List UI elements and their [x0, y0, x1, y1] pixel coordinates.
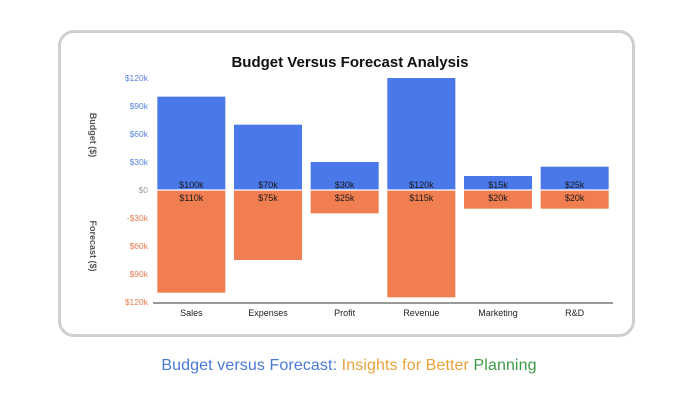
data-label-budget: $70k: [258, 180, 278, 190]
y-axis-label-forecast: Forecast ($): [88, 220, 98, 271]
bar-forecast-sales: [157, 190, 226, 293]
caption-part-3: Planning: [473, 357, 537, 374]
bar-forecast-expenses: [234, 190, 302, 260]
bar-budget-expenses: [234, 124, 302, 190]
bar-forecast-marketing: [464, 190, 532, 209]
bar-budget-rd: [540, 166, 609, 190]
bar-forecast-rd: [540, 190, 609, 209]
x-tick-label: Sales: [180, 308, 203, 318]
data-label-budget: $120k: [409, 180, 434, 190]
y-tick-label-budget: $60k: [130, 129, 149, 139]
bars-layer: $100k $110k $70k $75k $30k $25k $120k $115k $15k…: [157, 78, 609, 298]
y-tick-label-forecast: -$30k: [127, 213, 149, 223]
x-tick-label: Revenue: [403, 308, 439, 318]
bar-budget-marketing: [464, 176, 532, 190]
caption-part-2: Insights for Better: [341, 357, 474, 374]
bar-budget-profit: [310, 162, 379, 190]
y-tick-label-forecast: $90k: [130, 269, 149, 279]
y-tick-label-budget: $30k: [130, 157, 149, 167]
data-label-budget: $30k: [335, 180, 355, 190]
data-label-forecast: $75k: [258, 193, 278, 203]
y-tick-label-budget: $0: [139, 185, 149, 195]
bar-budget-sales: [157, 96, 226, 190]
data-label-budget: $25k: [565, 180, 585, 190]
data-label-forecast: $20k: [565, 193, 585, 203]
axes-layer: [153, 189, 613, 304]
data-label-forecast: $20k: [488, 193, 508, 203]
caption-part-1: Budget versus Forecast:: [161, 357, 342, 374]
data-label-forecast: $25k: [335, 193, 355, 203]
data-label-budget: $15k: [488, 180, 508, 190]
data-label-budget: $100k: [179, 180, 204, 190]
bar-forecast-revenue: [387, 190, 456, 298]
x-tick-label: Expenses: [248, 308, 288, 318]
chart-title: Budget Versus Forecast Analysis: [231, 54, 468, 71]
y-axis-labels: Budget ($) Forecast ($): [88, 113, 98, 272]
x-tick-label: Marketing: [478, 308, 518, 318]
y-axis-label-budget: Budget ($): [88, 113, 98, 158]
y-tick-label-forecast: $60k: [130, 241, 149, 251]
y-tick-label-forecast: $120k: [125, 297, 149, 307]
y-tick-label-budget: $120k: [125, 73, 149, 83]
bar-forecast-profit: [310, 190, 379, 214]
ticks-layer: Sales Expenses Profit Revenue Marketing R&D $1…: [125, 73, 585, 318]
bar-budget-revenue: [387, 78, 456, 190]
y-tick-label-budget: $90k: [130, 101, 149, 111]
data-label-forecast: $110k: [179, 193, 203, 203]
data-label-forecast: $115k: [409, 193, 433, 203]
x-tick-label: R&D: [565, 308, 585, 318]
x-tick-label: Profit: [334, 308, 356, 318]
caption: Budget versus Forecast: Insights for Bet…: [0, 357, 698, 375]
